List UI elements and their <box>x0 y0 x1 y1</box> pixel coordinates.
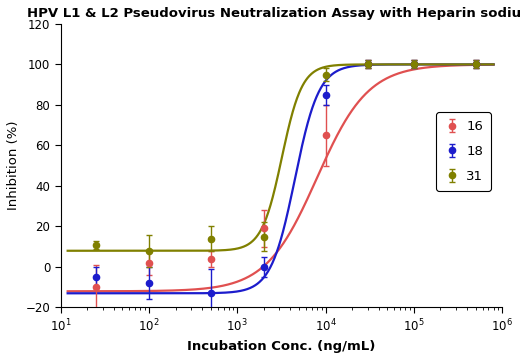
Legend: 16, 18, 31: 16, 18, 31 <box>436 112 491 191</box>
Y-axis label: Inhibition (%): Inhibition (%) <box>7 121 20 211</box>
Title: HPV L1 & L2 Pseudovirus Neutralization Assay with Heparin sodium: HPV L1 & L2 Pseudovirus Neutralization A… <box>28 7 520 20</box>
X-axis label: Incubation Conc. (ng/mL): Incubation Conc. (ng/mL) <box>187 340 375 353</box>
